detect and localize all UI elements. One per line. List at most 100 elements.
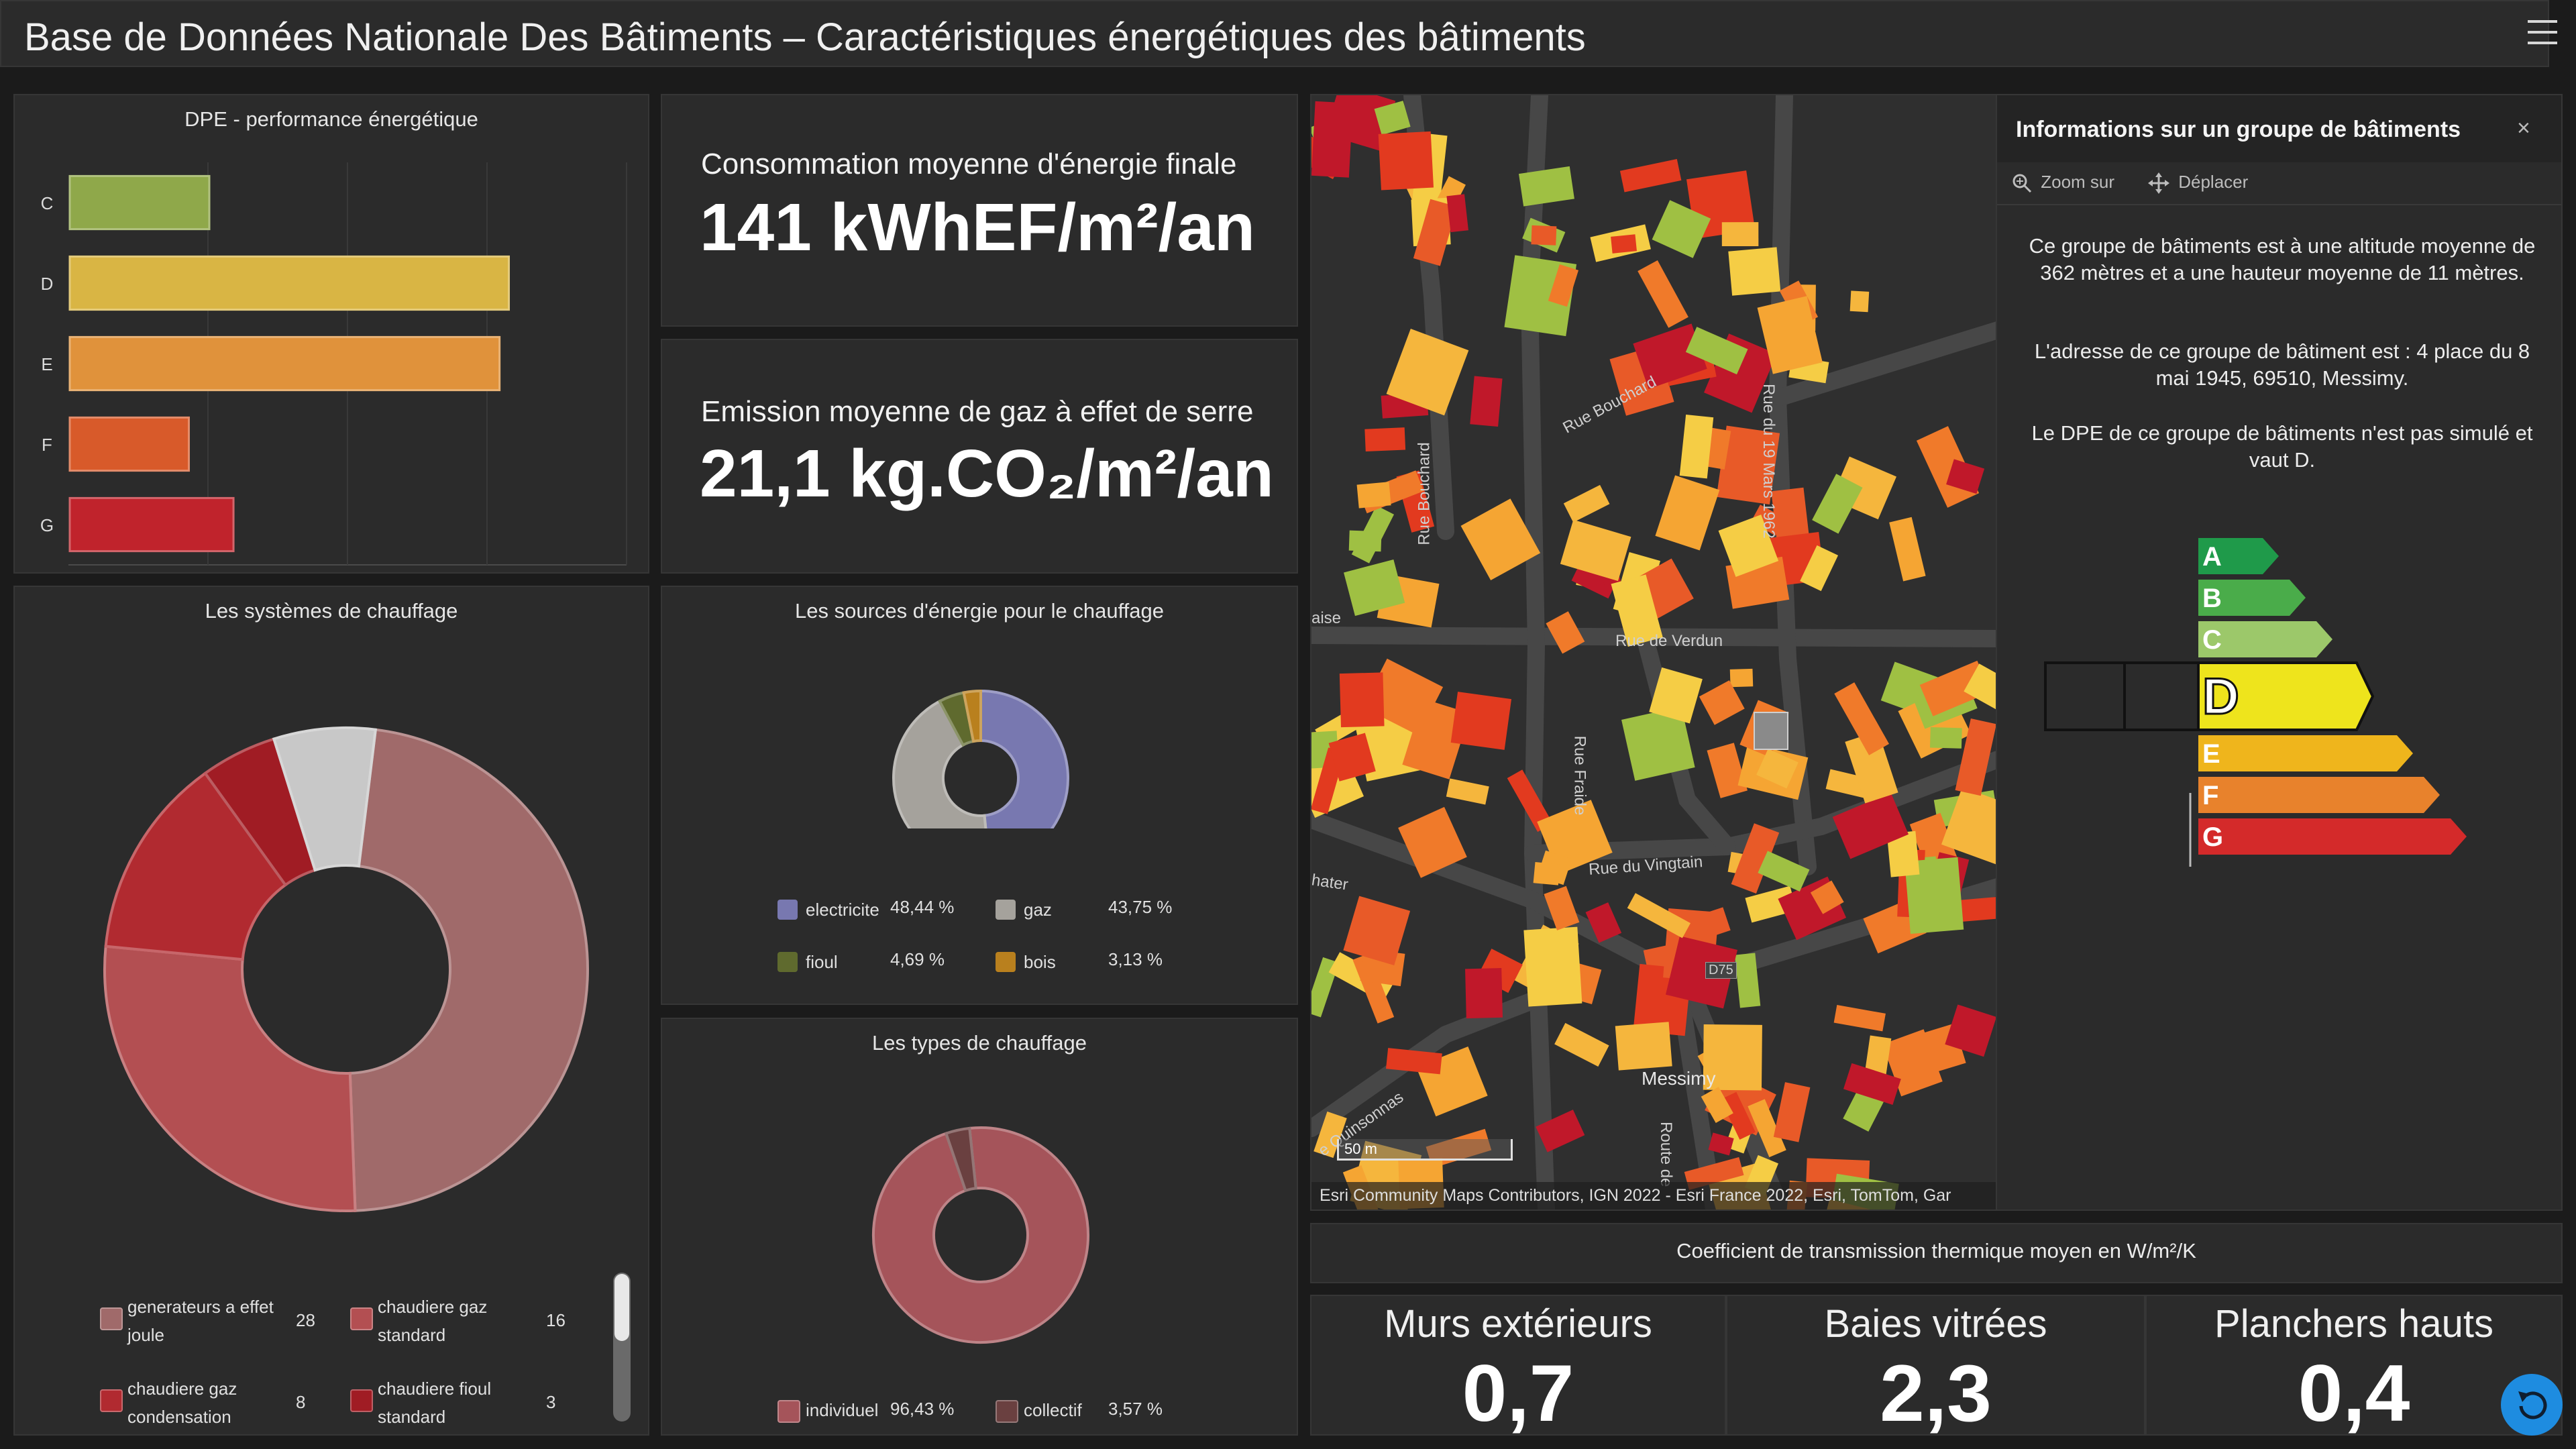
building[interactable] xyxy=(1398,806,1467,878)
building[interactable] xyxy=(1832,792,1909,859)
heating-system-slice[interactable] xyxy=(348,728,590,1212)
building[interactable] xyxy=(1507,769,1553,833)
building[interactable] xyxy=(1705,427,1731,470)
building[interactable] xyxy=(1810,880,1844,914)
building[interactable] xyxy=(1563,484,1610,523)
building[interactable] xyxy=(1386,1048,1442,1075)
building[interactable] xyxy=(1886,830,1920,877)
legend-swatch[interactable] xyxy=(350,1389,373,1412)
building[interactable] xyxy=(1546,611,1585,654)
building[interactable] xyxy=(1773,1082,1811,1142)
building[interactable] xyxy=(1328,733,1376,782)
building[interactable] xyxy=(1964,663,1998,722)
legend-swatch[interactable] xyxy=(777,900,798,920)
building[interactable] xyxy=(1843,1063,1901,1105)
building[interactable] xyxy=(1729,668,1754,688)
refresh-button[interactable] xyxy=(2501,1374,2563,1436)
energy-source-slice[interactable] xyxy=(892,699,989,828)
building[interactable] xyxy=(1716,425,1780,505)
building[interactable] xyxy=(1833,1005,1886,1032)
building[interactable] xyxy=(1627,893,1690,938)
legend-scrollbar[interactable] xyxy=(613,1273,631,1421)
building[interactable] xyxy=(1460,498,1541,581)
selected-building[interactable] xyxy=(1754,712,1788,750)
building[interactable] xyxy=(1708,1132,1734,1156)
building[interactable] xyxy=(1665,936,1737,1009)
zoom-to-button[interactable]: Zoom sur xyxy=(2012,172,2114,193)
building[interactable] xyxy=(1374,101,1411,136)
energy-source-slice[interactable] xyxy=(979,689,1069,828)
building[interactable] xyxy=(1748,1099,1786,1158)
building[interactable] xyxy=(1339,672,1385,728)
building[interactable] xyxy=(1523,926,1582,1007)
building[interactable] xyxy=(1446,194,1468,233)
building[interactable] xyxy=(1544,885,1580,930)
building[interactable] xyxy=(1929,727,1962,749)
building[interactable] xyxy=(1465,968,1503,1019)
bar-F[interactable] xyxy=(68,416,190,472)
building[interactable] xyxy=(1356,482,1391,508)
legend-swatch[interactable] xyxy=(100,1389,123,1412)
building[interactable] xyxy=(1771,487,1810,541)
building[interactable] xyxy=(1652,200,1711,258)
building[interactable] xyxy=(1348,530,1382,552)
building[interactable] xyxy=(1721,222,1759,247)
building[interactable] xyxy=(1685,327,1748,375)
building[interactable] xyxy=(1531,225,1557,246)
legend-swatch[interactable] xyxy=(996,1400,1018,1423)
building[interactable] xyxy=(1812,474,1863,534)
legend-swatch[interactable] xyxy=(777,952,798,972)
building[interactable] xyxy=(1953,895,1998,922)
map-canvas[interactable] xyxy=(1311,95,1998,1210)
building[interactable] xyxy=(1633,323,1707,389)
building[interactable] xyxy=(1638,260,1688,328)
building[interactable] xyxy=(1707,743,1748,798)
building[interactable] xyxy=(1615,1022,1672,1071)
heating-system-slice[interactable] xyxy=(272,727,378,872)
building[interactable] xyxy=(1955,718,1997,796)
bar-D[interactable] xyxy=(68,255,511,311)
building[interactable] xyxy=(1834,682,1890,755)
legend-scrollbar-thumb[interactable] xyxy=(614,1274,629,1341)
building[interactable] xyxy=(1560,519,1631,582)
building[interactable] xyxy=(1311,101,1353,178)
building[interactable] xyxy=(1536,1110,1585,1152)
legend-swatch[interactable] xyxy=(996,952,1016,972)
building[interactable] xyxy=(1718,515,1779,578)
building[interactable] xyxy=(1699,680,1745,725)
legend-swatch[interactable] xyxy=(777,1400,800,1423)
legend-swatch[interactable] xyxy=(350,1307,373,1330)
bar-C[interactable] xyxy=(68,174,211,231)
building[interactable] xyxy=(1889,517,1926,582)
building[interactable] xyxy=(1757,296,1823,374)
building[interactable] xyxy=(1470,376,1503,427)
building[interactable] xyxy=(1548,264,1579,307)
legend-swatch[interactable] xyxy=(996,900,1016,920)
building[interactable] xyxy=(1518,166,1574,207)
building[interactable] xyxy=(1941,787,1998,865)
building[interactable] xyxy=(1611,574,1663,647)
building[interactable] xyxy=(1655,475,1720,551)
building[interactable] xyxy=(1731,823,1780,894)
building[interactable] xyxy=(1720,1091,1756,1140)
building[interactable] xyxy=(1703,1024,1762,1091)
building[interactable] xyxy=(1904,857,1964,934)
energy-source-slice[interactable] xyxy=(962,689,982,743)
heating-system-slice[interactable] xyxy=(104,771,288,961)
building[interactable] xyxy=(1378,131,1434,191)
building[interactable] xyxy=(1946,459,1985,494)
building[interactable] xyxy=(1343,896,1411,965)
building[interactable] xyxy=(1619,159,1682,193)
menu-icon[interactable] xyxy=(2528,20,2557,47)
building[interactable] xyxy=(1849,290,1870,313)
heating-system-slice[interactable] xyxy=(103,945,357,1212)
building[interactable] xyxy=(1756,749,1799,789)
building[interactable] xyxy=(1684,1157,1744,1190)
building[interactable] xyxy=(1728,247,1781,296)
building[interactable] xyxy=(1750,504,1785,536)
building[interactable] xyxy=(1758,851,1810,892)
building[interactable] xyxy=(1364,427,1406,452)
building[interactable] xyxy=(1701,1087,1733,1124)
building[interactable] xyxy=(1649,667,1703,724)
building[interactable] xyxy=(1533,861,1560,885)
